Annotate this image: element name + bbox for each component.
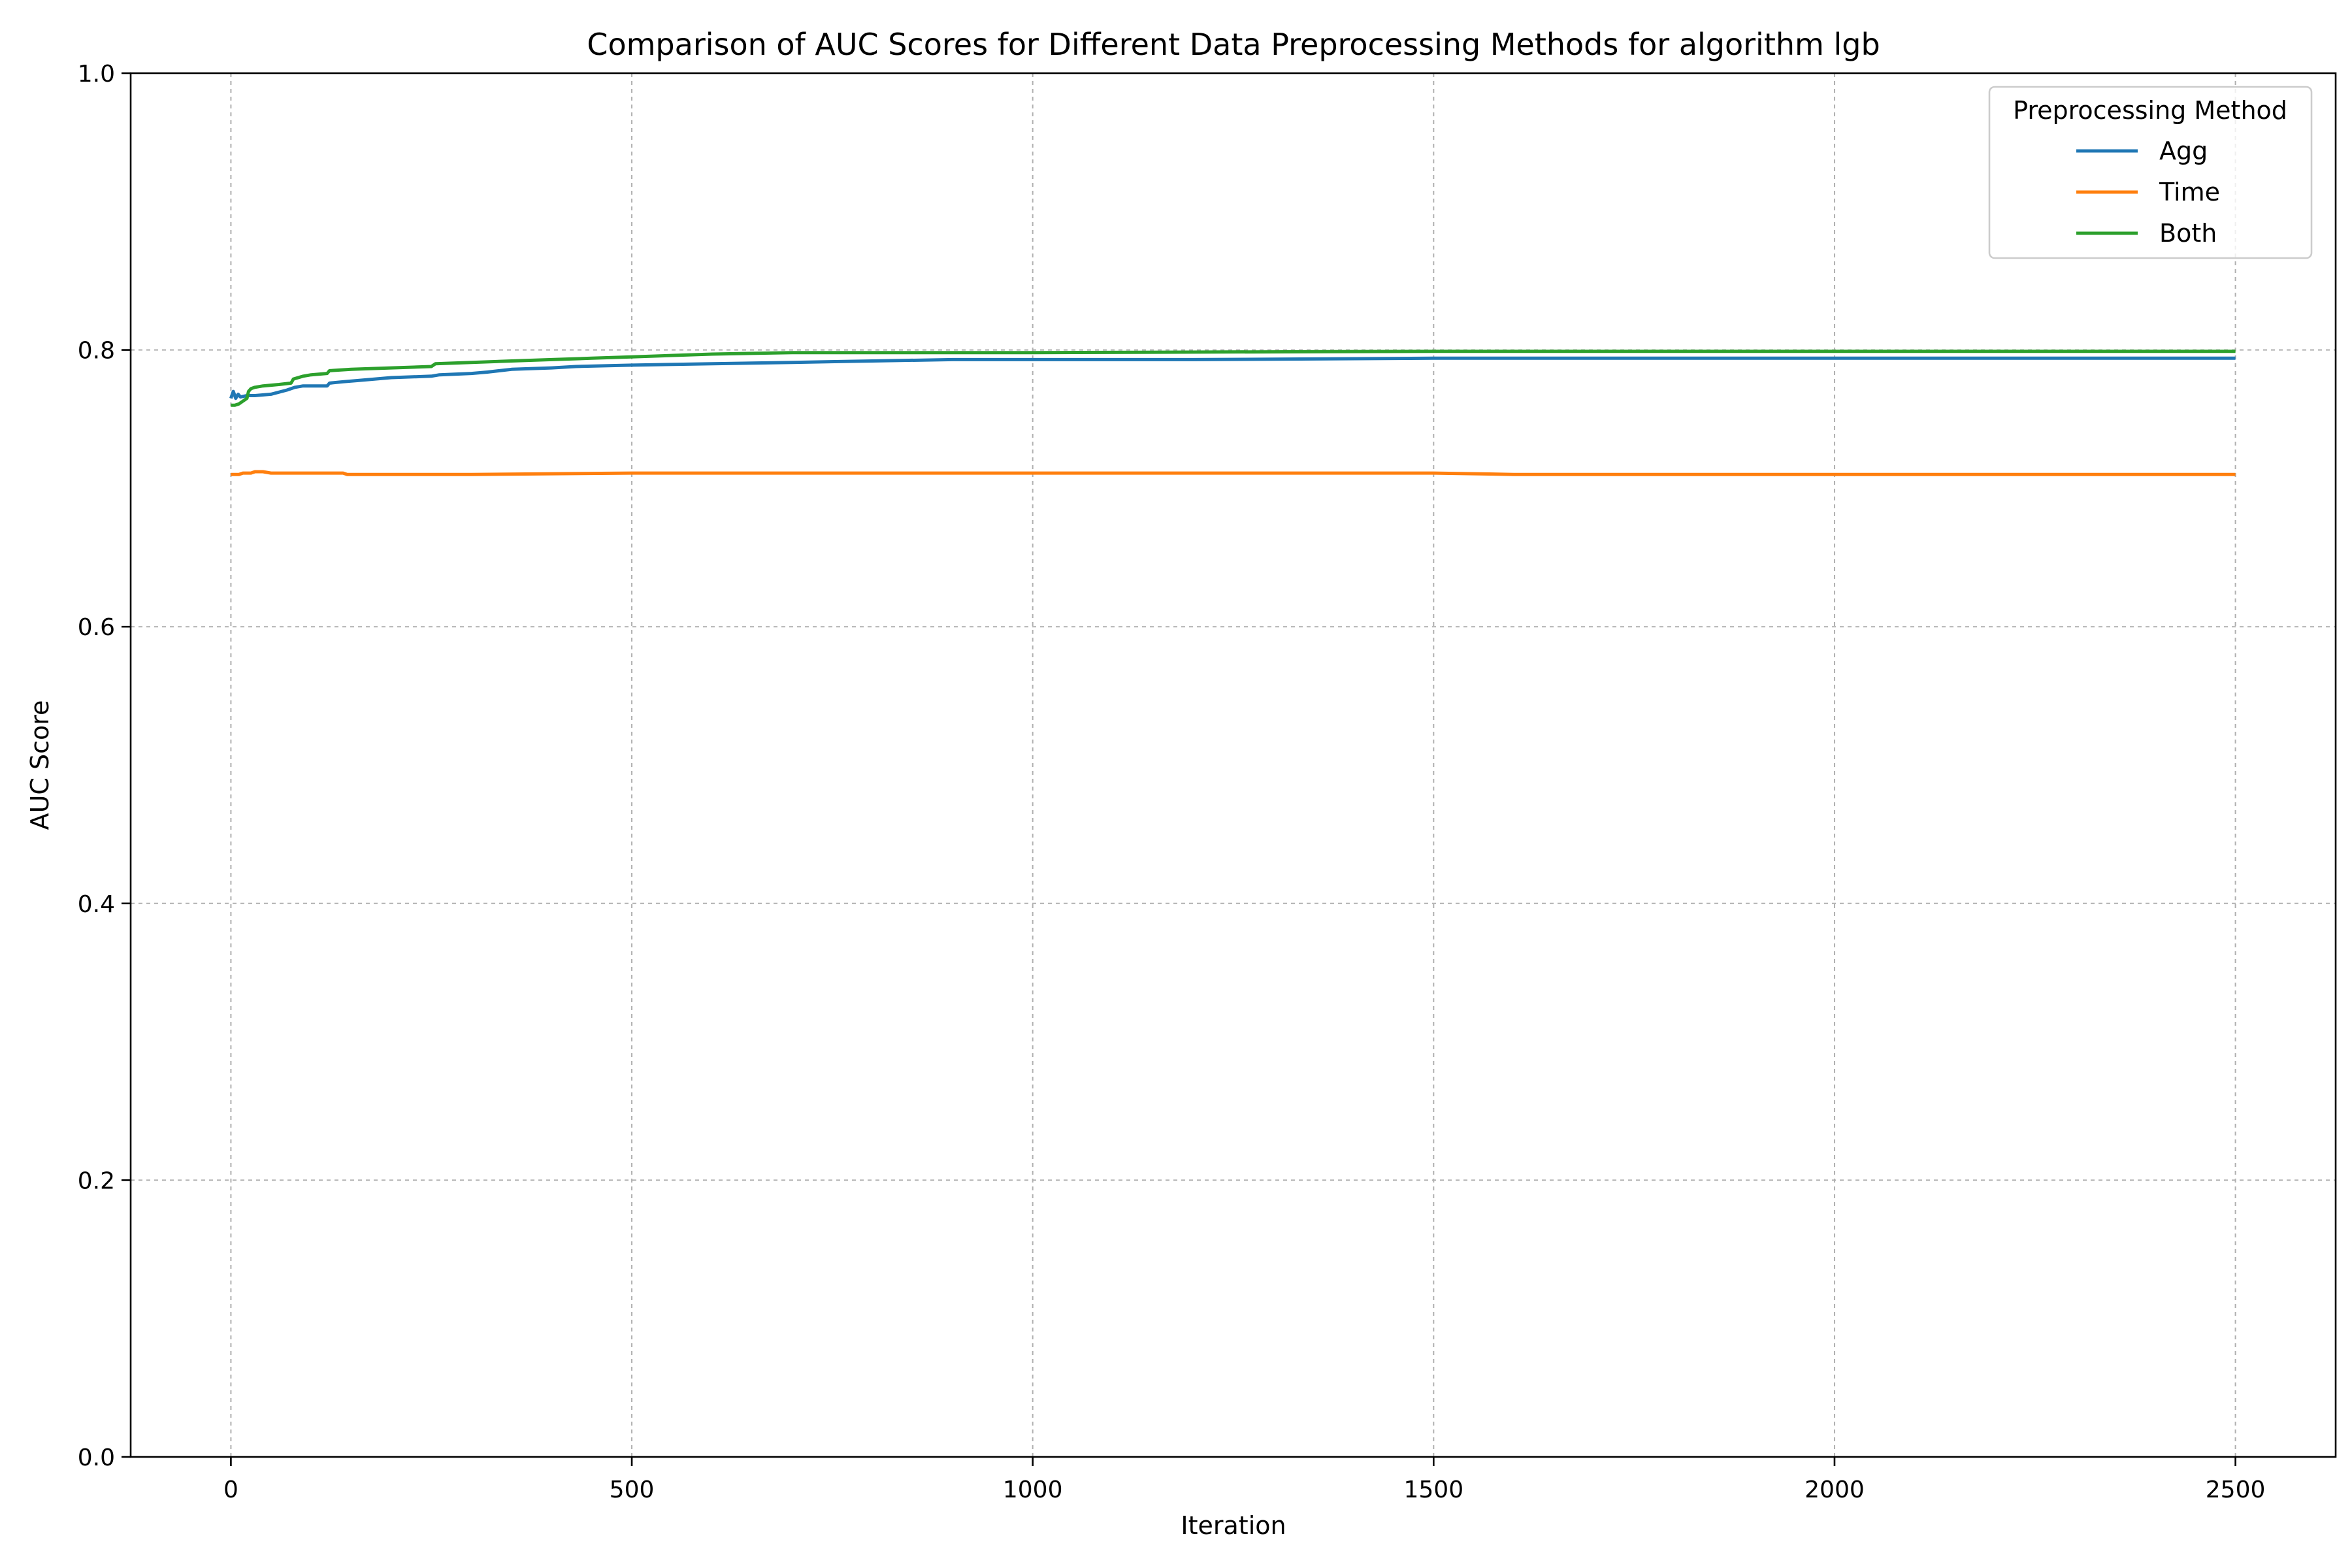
x-tick-label: 500 xyxy=(610,1477,655,1503)
y-tick-label: 0.8 xyxy=(78,338,115,365)
plot-frame xyxy=(129,72,2337,1458)
series-line-agg xyxy=(229,356,2236,400)
plot-series xyxy=(229,350,2236,476)
legend: Preprocessing Method Agg Time Both xyxy=(1988,86,2313,259)
legend-label-agg: Agg xyxy=(2159,137,2208,165)
x-tick-label: 0 xyxy=(223,1477,238,1503)
y-tick-label: 0.2 xyxy=(78,1168,115,1194)
x-tick-label: 2500 xyxy=(2206,1477,2266,1503)
legend-label-both: Both xyxy=(2159,219,2217,248)
x-tick-label: 2000 xyxy=(1805,1477,1865,1503)
y-tick-label: 0.0 xyxy=(78,1445,115,1471)
legend-label-time: Time xyxy=(2159,178,2220,206)
x-axis-label: Iteration xyxy=(1181,1511,1286,1540)
legend-entries: Agg Time Both xyxy=(2076,137,2220,248)
y-tick-label: 1.0 xyxy=(78,61,115,88)
x-tick-label: 1000 xyxy=(1003,1477,1063,1503)
chart-title: Comparison of AUC Scores for Different D… xyxy=(587,27,1880,62)
axis-ticks: 0 500 1000 1500 2000 2500 0.0 0.2 0.4 0.6 0.8 1.0 xyxy=(78,61,2266,1503)
x-tick-label: 1500 xyxy=(1404,1477,1464,1503)
y-tick-label: 0.4 xyxy=(78,891,115,918)
y-axis-label: AUC Score xyxy=(25,700,54,830)
series-line-time xyxy=(231,470,2236,476)
legend-title: Preprocessing Method xyxy=(2013,96,2287,125)
y-tick-label: 0.6 xyxy=(78,614,115,641)
legend-box xyxy=(1988,86,2313,259)
series-line-both xyxy=(231,350,2236,407)
